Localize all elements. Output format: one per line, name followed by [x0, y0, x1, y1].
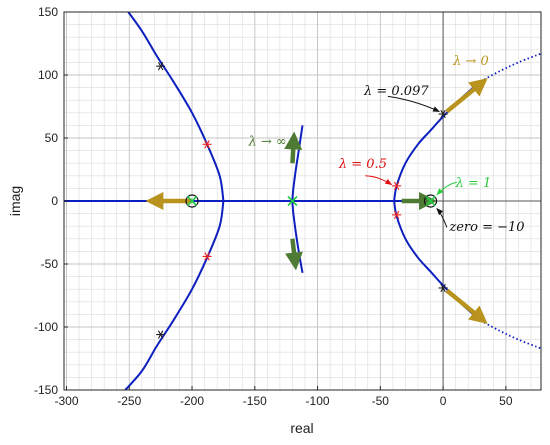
y-tick-label: 100 — [38, 68, 58, 82]
x-tick-labels: -300 -250 -200 -150 -100 -50 0 50 — [54, 386, 513, 408]
marker-stroke — [204, 140, 210, 149]
annotation-1: λ = 0.097 — [363, 84, 429, 99]
gain-marker-8 — [425, 195, 436, 207]
gain-marker-3 — [202, 252, 212, 261]
direction-arrow-1 — [284, 131, 303, 164]
y-tick-label: -100 — [34, 320, 58, 334]
open-loop-zero-1 — [423, 194, 438, 208]
x-tick-label: -100 — [306, 394, 330, 408]
pointer-2 — [436, 181, 458, 196]
y-tick-label: 0 — [51, 194, 58, 208]
annotations: λ → 0 λ = 0.097 λ → ∞ λ = 0.5 λ = 1 zero = −1… — [248, 54, 525, 235]
x-tick-label: -150 — [243, 394, 267, 408]
annotation-3: λ = 0.5 — [338, 157, 387, 172]
x-tick-label: 50 — [499, 394, 513, 408]
open-loop-zeros — [185, 194, 438, 208]
gain-marker-9 — [438, 109, 448, 119]
locus-branch-9 — [480, 319, 541, 350]
gain-marker-7 — [392, 210, 402, 220]
pointer-0 — [387, 95, 440, 112]
marker-stroke — [393, 210, 400, 220]
annotation-5: zero = −10 — [448, 220, 524, 235]
pointer-1 — [365, 175, 393, 186]
gain-marker-5 — [287, 195, 298, 207]
gain-marker-2 — [202, 140, 212, 149]
direction-arrow-2 — [285, 238, 303, 271]
locus-branch-0 — [127, 12, 225, 202]
x-tick-label: -50 — [372, 394, 390, 408]
gain-marker-10 — [438, 283, 448, 293]
locus-branch-8 — [480, 52, 541, 83]
marker-stroke — [204, 252, 210, 261]
marker-stroke — [186, 195, 198, 207]
gain-marker-6 — [392, 181, 402, 191]
y-tick-label: 50 — [45, 131, 59, 145]
gain-marker-4 — [186, 195, 198, 207]
locus-branch-6 — [393, 200, 482, 322]
marker-stroke — [157, 330, 164, 339]
y-tick-label: -50 — [41, 257, 59, 271]
annotation-2: λ → ∞ — [248, 135, 287, 150]
open-loop-zero-0 — [185, 194, 199, 208]
marker-stroke — [157, 62, 164, 71]
x-tick-label: 0 — [440, 394, 447, 408]
y-tick-label: 150 — [38, 5, 58, 19]
gain-markers — [156, 62, 448, 339]
marker-stroke — [287, 195, 298, 207]
direction-arrow-5 — [445, 288, 488, 324]
annotation-4: λ = 1 — [455, 176, 492, 191]
y-tick-labels: -150 -100 -50 0 50 100 150 — [34, 5, 68, 397]
x-tick-label: -250 — [117, 394, 141, 408]
marker-stroke — [425, 195, 436, 207]
direction-arrow-4 — [445, 78, 488, 114]
annotation-0: λ → 0 — [452, 54, 489, 69]
marker-stroke — [440, 283, 446, 293]
x-axis-label: real — [290, 420, 313, 436]
annotation-pointers — [365, 95, 458, 228]
x-tick-label: -200 — [180, 394, 204, 408]
gain-marker-1 — [156, 330, 166, 339]
gain-marker-0 — [156, 62, 166, 71]
pointer-3 — [436, 208, 448, 228]
y-axis-label: imag — [7, 186, 23, 216]
locus-branch-1 — [123, 200, 225, 390]
x-tick-label: -300 — [54, 394, 78, 408]
marker-stroke — [440, 109, 446, 119]
marker-stroke — [393, 181, 400, 191]
y-tick-label: -150 — [34, 383, 58, 397]
